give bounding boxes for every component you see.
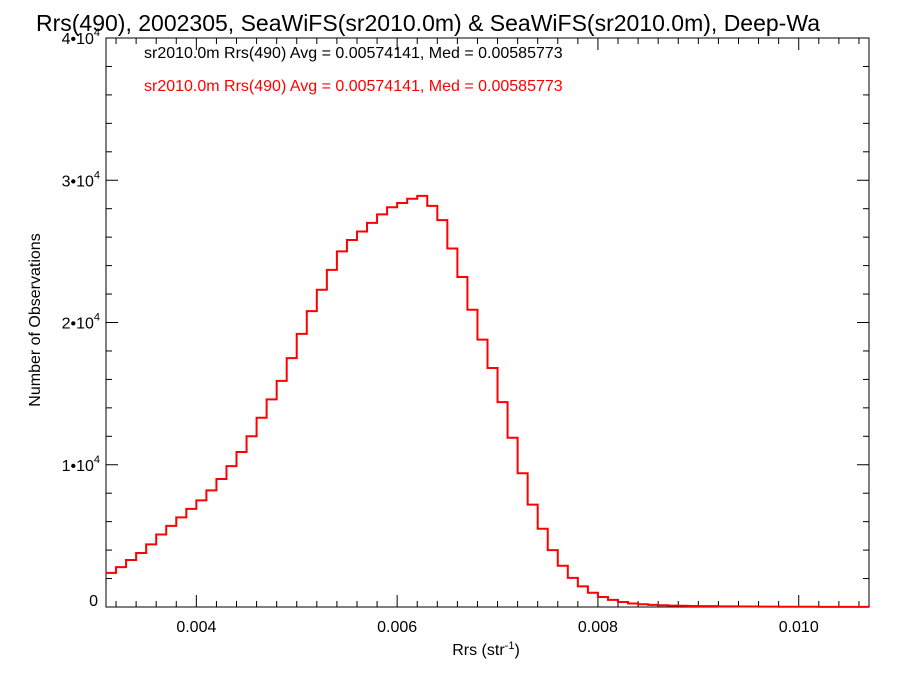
chart-title: Rrs(490), 2002305, SeaWiFS(sr2010.0m) & … [36,10,820,36]
x-tick-label: 0.008 [578,619,618,636]
y-tick-label: 1•104 [62,454,100,475]
stats-annotation-black: sr2010.0m Rrs(490) Avg = 0.00574141, Med… [144,45,563,62]
x-tick-label: 0.006 [377,619,417,636]
stats-annotation-red: sr2010.0m Rrs(490) Avg = 0.00574141, Med… [144,78,563,95]
y-tick-label: 4•104 [62,27,100,48]
y-axis-label: Number of Observations [27,233,44,406]
y-tick-label: 0 [89,593,98,610]
y-tick-label: 2•104 [62,312,100,333]
x-axis-ticks: 0.004 0.006 0.008 0.010 [115,38,860,636]
y-tick-label: 3•104 [62,169,100,190]
x-tick-label: 0.010 [779,619,819,636]
plot-frame [105,37,870,608]
y-axis-ticks: 0 1•104 2•104 3•104 4•104 [62,27,869,610]
x-tick-label: 0.004 [176,619,216,636]
x-axis-label: Rrs (str-1) [452,640,520,659]
histogram-series-line [106,194,870,608]
